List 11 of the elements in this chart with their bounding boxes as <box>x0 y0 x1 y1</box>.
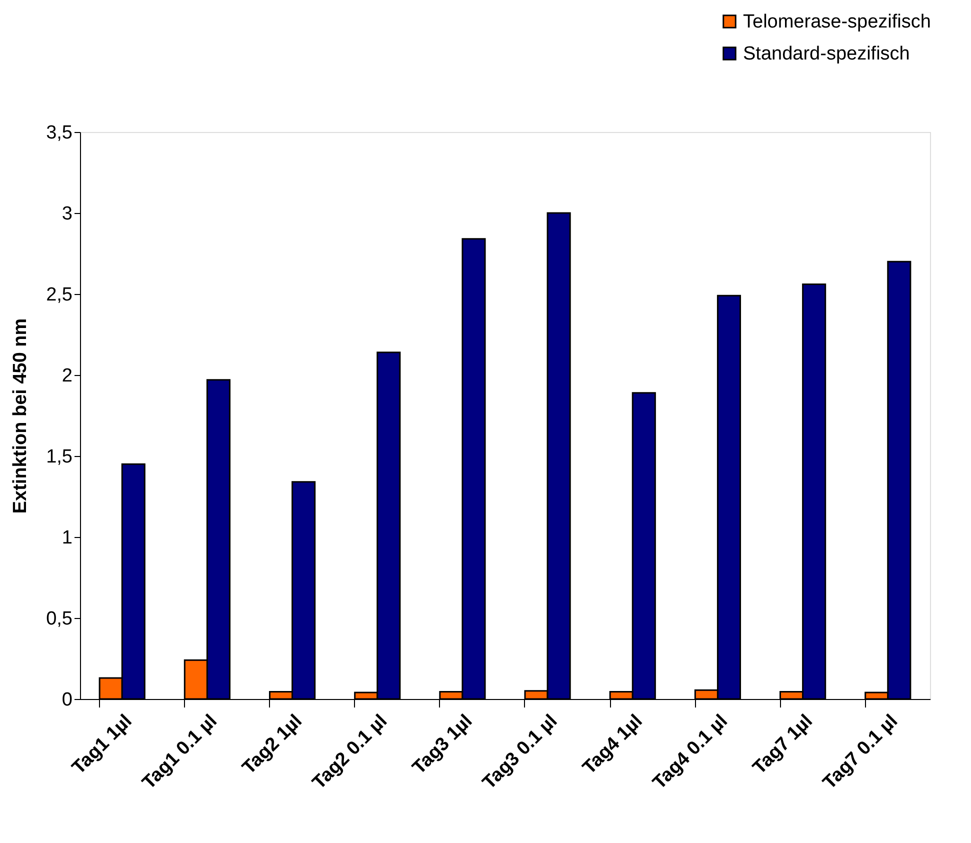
y-tick-label: 1,5 <box>46 446 72 468</box>
y-tick-label: 2 <box>62 366 72 386</box>
y-tick-label: 0 <box>62 690 72 710</box>
y-tick-label: 0,5 <box>46 608 72 630</box>
y-tick-label: 1 <box>62 528 72 548</box>
legend-label: Standard-spezifisch <box>743 44 910 64</box>
y-tick-label: 2,5 <box>46 284 72 306</box>
legend-label: Telomerase-spezifisch <box>743 12 931 32</box>
y-tick-label: 3 <box>62 204 72 224</box>
y-tick-label: 3,5 <box>46 122 72 144</box>
y-axis-title: Extinktion bei 450 nm <box>10 318 32 514</box>
